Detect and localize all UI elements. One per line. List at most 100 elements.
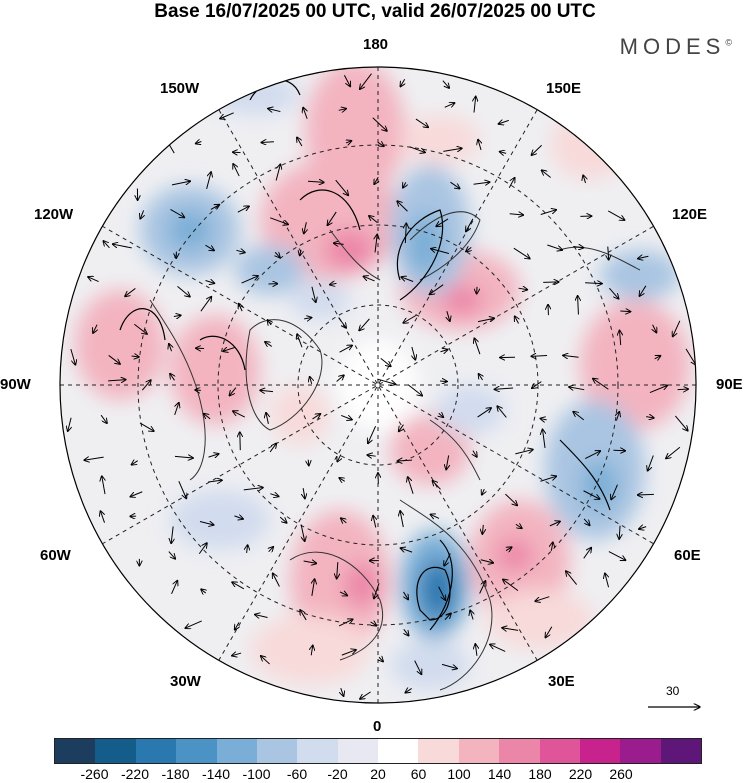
wind-vector: [432, 481, 441, 490]
wind-vector: [373, 515, 376, 528]
wind-vector: [540, 210, 557, 215]
colorbar-swatch: [378, 739, 419, 763]
map-title: Base 16/07/2025 00 UTC, valid 26/07/2025…: [154, 1, 596, 22]
wind-vector: [515, 316, 519, 324]
wind-vector: [473, 450, 477, 457]
lon-label-150e: 150E: [546, 80, 582, 97]
anomaly-field: [60, 67, 696, 703]
wind-vector: [174, 403, 179, 416]
wind-vector: [232, 582, 245, 590]
wind-vector: [112, 244, 132, 249]
wind-vector: [203, 414, 211, 420]
wind-vector: [234, 516, 243, 519]
wind-vector: [195, 142, 202, 144]
wind-vector: [611, 484, 618, 500]
wind-vector: [450, 181, 459, 189]
map-boundary: [59, 66, 697, 704]
wind-vector: [430, 514, 440, 518]
wind-vector: [330, 283, 337, 284]
wind-vector: [474, 338, 481, 355]
wind-vector: [639, 285, 647, 296]
lon-label-120e: 120E: [672, 206, 708, 223]
colorbar-swatch: [458, 739, 500, 763]
wind-vector: [573, 411, 585, 421]
wind-vector: [300, 610, 307, 621]
wind-vector: [482, 489, 485, 495]
wind-vector: [466, 247, 471, 251]
wind-vector: [125, 288, 136, 296]
wind-vector: [279, 516, 287, 523]
wind-vector: [170, 373, 175, 381]
wind-vector: [210, 205, 220, 210]
wind-vector: [473, 182, 490, 184]
wind-vector: [265, 342, 273, 347]
wind-vector: [379, 657, 383, 662]
wind-vector: [200, 296, 212, 312]
wind-vector: [241, 276, 259, 284]
wind-vector: [509, 214, 524, 215]
wind-vector: [131, 461, 138, 465]
brand-text: MODES: [619, 34, 726, 59]
wind-vector: [170, 209, 184, 217]
wind-vector: [619, 525, 620, 539]
wind-vector: [415, 118, 428, 127]
wind-vector: [134, 323, 147, 334]
colorbar-swatch: [499, 739, 540, 763]
wind-vector: [337, 454, 341, 462]
wind-vector: [232, 152, 241, 153]
wind-vector: [311, 645, 313, 656]
wind-vector: [341, 687, 344, 696]
wind-vector: [649, 385, 668, 394]
wind-vector: [223, 347, 236, 351]
wind-vector: [198, 543, 207, 555]
wind-vector: [639, 527, 647, 529]
lon-label-150w: 150W: [160, 80, 200, 97]
lon-label-60w: 60W: [40, 547, 71, 564]
wind-vector: [439, 413, 444, 417]
wind-vector: [654, 356, 661, 359]
wind-vector: [300, 524, 305, 542]
polar-map: [59, 66, 750, 740]
wind-vector: [436, 218, 449, 227]
wind-vector: [233, 164, 240, 177]
wind-vector: [535, 596, 550, 602]
wind-vector: [103, 241, 110, 249]
wind-vector: [339, 478, 345, 481]
reference-vector-label: 30: [666, 684, 680, 698]
wind-vector: [407, 384, 422, 396]
wind-vector: [583, 518, 590, 526]
wind-vector: [444, 553, 451, 566]
lon-label-120w: 120W: [34, 206, 74, 223]
wind-vector: [583, 490, 600, 499]
wind-vector: [68, 417, 71, 432]
lon-label-30w: 30W: [170, 673, 201, 690]
wind-vector: [377, 142, 384, 146]
colorbar-label: -260: [80, 766, 109, 782]
wind-vector: [312, 414, 321, 420]
wind-vector: [374, 583, 380, 598]
wind-vector: [370, 622, 377, 626]
wind-vector: [399, 424, 404, 432]
wind-vector: [297, 137, 303, 147]
wind-vector: [515, 449, 533, 455]
wind-vector: [405, 223, 406, 244]
wind-vector: [531, 144, 542, 155]
wind-vector: [100, 511, 104, 523]
colorbar-swatch: [176, 739, 217, 763]
colorbar-label: 260: [609, 766, 633, 782]
wind-vector: [303, 561, 317, 563]
wind-vector: [84, 457, 104, 460]
brand-mark: ©: [725, 37, 732, 48]
wind-vector: [613, 450, 625, 451]
wind-vector: [173, 315, 181, 316]
wind-vector: [168, 551, 176, 559]
wind-vector: [108, 355, 120, 364]
colorbar-label: 220: [568, 766, 593, 782]
wind-vector: [310, 376, 312, 385]
wind-vector: [541, 170, 551, 178]
wind-vector: [337, 562, 338, 579]
brand-logo: MODES©: [620, 34, 732, 60]
wind-vector: [240, 432, 241, 451]
wind-vector: [338, 109, 347, 111]
wind-vector: [307, 181, 324, 182]
